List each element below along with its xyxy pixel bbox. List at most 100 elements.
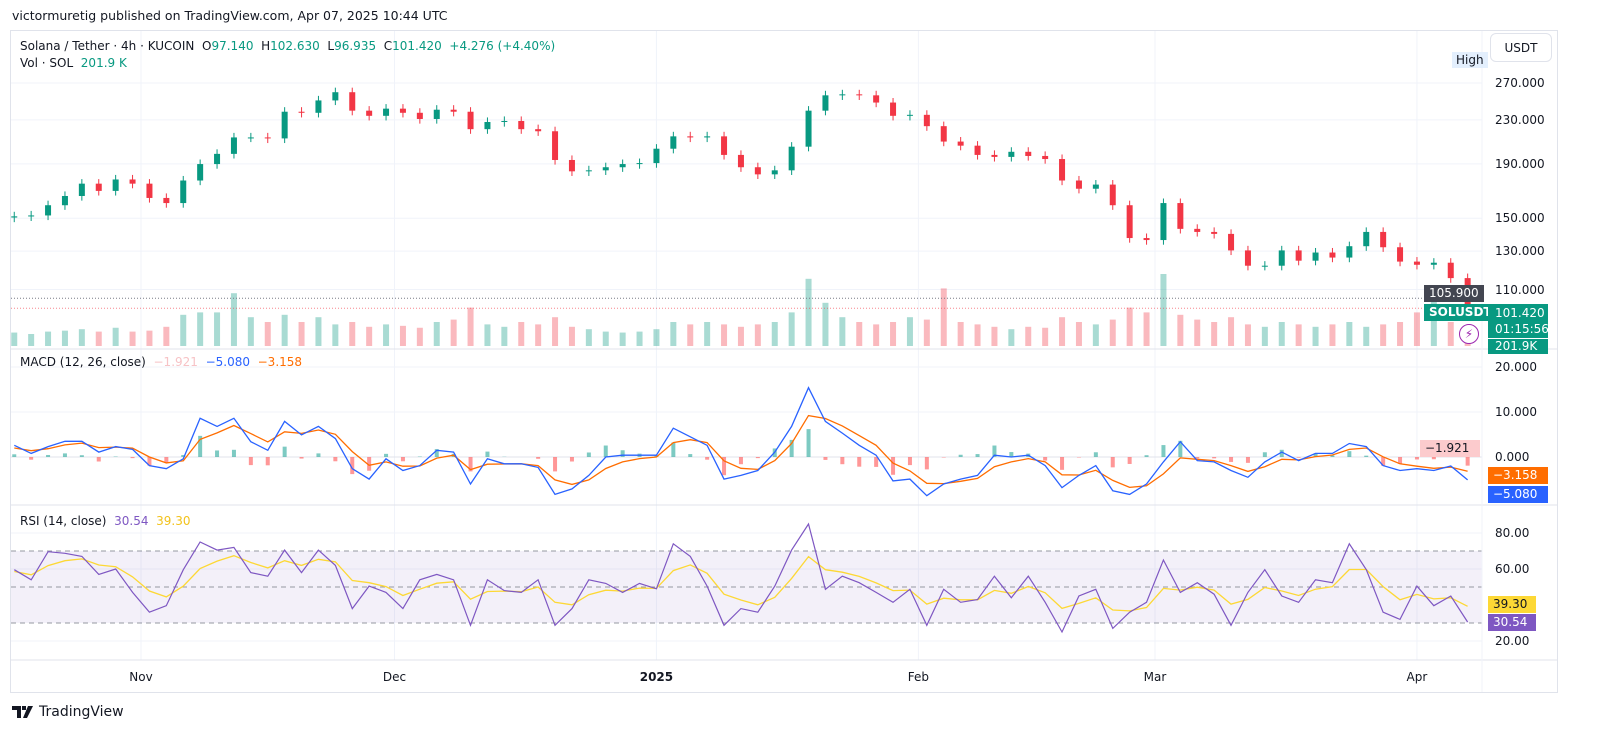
candle-body xyxy=(467,111,474,130)
volume-bar xyxy=(1397,322,1404,346)
low-value: 96.935 xyxy=(334,39,377,53)
volume-label[interactable]: Vol · SOL xyxy=(20,56,74,70)
volume-bar xyxy=(1194,319,1201,346)
candle-body xyxy=(450,109,457,112)
volume-bar xyxy=(1177,314,1184,346)
candle-body xyxy=(1261,265,1268,267)
candle-body xyxy=(568,159,575,172)
volume-bar xyxy=(873,324,880,346)
macd-histogram-bar xyxy=(1465,457,1470,466)
macd-histogram-bar xyxy=(907,457,912,466)
candle-body xyxy=(1211,231,1218,234)
volume-bar xyxy=(788,312,795,346)
volume-bar xyxy=(636,331,643,346)
symbol-title[interactable]: Solana / Tether · 4h · KUCOIN xyxy=(20,39,195,53)
tradingview-logo[interactable]: TradingView xyxy=(12,704,124,720)
macd-axis-tick: 10.000 xyxy=(1495,405,1537,419)
volume-bar xyxy=(197,312,204,346)
volume-bar xyxy=(856,322,863,346)
volume-bar xyxy=(906,317,913,346)
volume-bar xyxy=(315,317,322,346)
candle-body xyxy=(129,179,136,184)
volume-bar xyxy=(1042,327,1049,346)
macd-histogram-bar xyxy=(333,457,338,462)
macd-histogram-bar xyxy=(1364,455,1369,457)
volume-bar xyxy=(1059,317,1066,346)
macd-title[interactable]: MACD (12, 26, close) xyxy=(20,355,146,369)
volume-bar xyxy=(78,329,85,346)
volume-bar xyxy=(1329,324,1336,346)
currency-button[interactable]: USDT xyxy=(1490,33,1552,62)
candle-body xyxy=(602,167,609,171)
candle-body xyxy=(1160,203,1167,241)
volume-bar xyxy=(450,319,457,346)
macd-histogram-bar xyxy=(755,457,760,459)
volume-tag: 201.9K xyxy=(1488,339,1548,354)
close-label: C xyxy=(383,39,393,53)
macd-histogram-bar xyxy=(434,449,439,457)
candle-body xyxy=(1177,203,1184,229)
candle-body xyxy=(535,129,542,132)
bar-countdown: 01:15:56 xyxy=(1495,322,1549,336)
lightning-bolt-icon[interactable]: ⚡︎ xyxy=(1459,324,1479,344)
volume-bar xyxy=(1228,317,1235,346)
macd-histogram-bar xyxy=(316,453,321,457)
candle-body xyxy=(1109,184,1116,206)
macd-histogram-bar xyxy=(1212,457,1217,459)
macd-histogram-tag: −1.921 xyxy=(1420,440,1480,457)
volume-bar xyxy=(822,302,829,346)
rsi-title[interactable]: RSI (14, close) xyxy=(20,514,107,528)
candle-body xyxy=(1143,238,1150,241)
rsi-ma-tag: 39.30 xyxy=(1488,596,1536,613)
candle-body xyxy=(180,180,187,204)
macd-histogram-bar xyxy=(891,457,896,475)
candle-body xyxy=(1397,247,1404,262)
volume-bar xyxy=(1075,322,1082,346)
low-label: L xyxy=(327,39,335,53)
candle-body xyxy=(366,110,373,116)
macd-histogram-bar xyxy=(536,457,541,459)
volume-bar xyxy=(991,326,998,346)
volume-bar xyxy=(1413,312,1420,346)
candle-body xyxy=(940,126,947,142)
volume-bar xyxy=(653,329,660,346)
candle-body xyxy=(754,167,761,175)
volume-bar xyxy=(332,324,339,346)
volume-bar xyxy=(1363,326,1370,346)
macd-axis-tick: 0.000 xyxy=(1495,450,1530,464)
volume-bar xyxy=(670,322,677,346)
volume-bar xyxy=(754,324,761,346)
macd-histogram-bar xyxy=(1262,452,1267,457)
volume-bar xyxy=(1143,312,1150,346)
macd-histogram-bar xyxy=(1381,457,1386,466)
candle-body xyxy=(1008,151,1015,157)
volume-bar xyxy=(890,322,897,346)
volume-bar xyxy=(399,325,406,346)
candle-body xyxy=(636,163,643,165)
macd-histogram-bar xyxy=(569,457,574,462)
macd-histogram-bar xyxy=(62,453,67,457)
volume-bar xyxy=(349,322,356,346)
macd-value-tag: −5.080 xyxy=(1488,486,1548,503)
candle-body xyxy=(873,95,880,103)
candle-body xyxy=(399,108,406,113)
rsi-line xyxy=(13,522,1469,634)
candle-body xyxy=(1244,250,1251,266)
macd-histogram-bar xyxy=(738,457,743,465)
volume-bar xyxy=(146,330,153,346)
candle-body xyxy=(247,137,254,139)
macd-histogram-bar xyxy=(620,450,625,457)
volume-bar xyxy=(467,307,474,346)
last-price-tag: 101.420 01:15:56 xyxy=(1488,304,1549,338)
macd-histogram-bar xyxy=(1009,452,1014,457)
volume-bar xyxy=(1312,326,1319,346)
candle-body xyxy=(518,120,525,130)
candle-body xyxy=(805,110,812,147)
candle-body xyxy=(771,170,778,175)
macd-histogram-bar xyxy=(299,457,304,459)
volume-bar xyxy=(129,331,136,346)
rsi-axis-tick: 20.00 xyxy=(1495,634,1530,648)
volume-bar xyxy=(585,329,592,346)
volume-bar xyxy=(366,326,373,346)
